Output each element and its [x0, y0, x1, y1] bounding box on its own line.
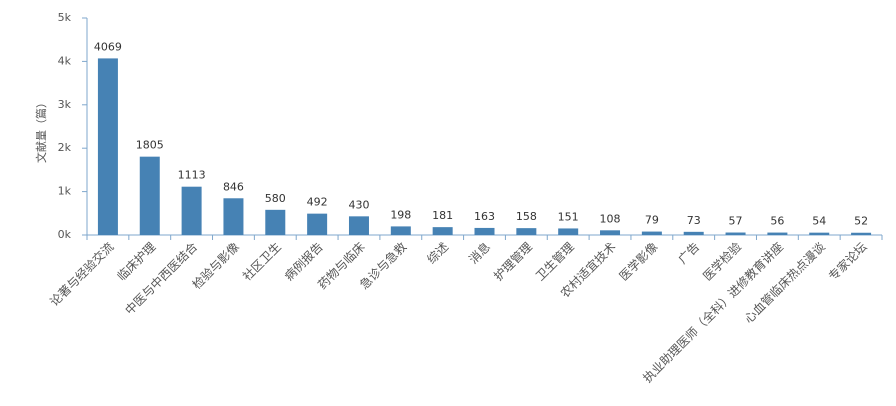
bar [390, 226, 411, 235]
bar [725, 232, 746, 235]
x-tick-label: 病例报告 [281, 239, 326, 284]
y-tick-label: 3k [58, 98, 72, 111]
value-label: 492 [307, 196, 328, 209]
x-tick-label: 综述 [424, 240, 451, 267]
bar [432, 227, 453, 235]
y-tick-label: 0k [58, 228, 72, 241]
bar [474, 227, 495, 235]
bar [683, 231, 704, 235]
value-label: 73 [687, 214, 701, 227]
bar [558, 228, 579, 235]
bar [851, 232, 872, 235]
y-tick-label: 4k [58, 54, 72, 67]
x-tick-label: 医学影像 [616, 239, 661, 284]
value-label: 1805 [136, 139, 164, 152]
x-tick-label: 广告 [675, 240, 702, 267]
y-tick-label: 2k [58, 141, 72, 154]
x-tick-label: 心血管临床热点漫谈 [741, 239, 828, 326]
x-tick-label: 论著与经验交流 [47, 239, 117, 309]
bar [516, 228, 537, 235]
bar [307, 213, 328, 235]
bar [600, 230, 621, 235]
value-label: 54 [812, 215, 826, 228]
value-label: 108 [600, 212, 621, 225]
value-label: 57 [729, 215, 743, 228]
bar [265, 209, 286, 235]
bar [348, 216, 369, 235]
y-axis-label: 文献量（篇） [34, 97, 48, 163]
value-label: 181 [432, 209, 453, 222]
value-label: 158 [516, 210, 537, 223]
value-label: 151 [558, 210, 579, 223]
value-label: 430 [348, 198, 369, 211]
x-tick-label: 卫生管理 [532, 239, 577, 284]
y-tick-label: 5k [58, 11, 72, 24]
value-label: 198 [390, 208, 411, 221]
bar [767, 232, 788, 235]
value-label: 79 [645, 214, 659, 227]
y-tick-label: 1k [58, 185, 72, 198]
x-tick-label: 社区卫生 [239, 239, 284, 284]
x-tick-label: 医学检验 [700, 239, 745, 284]
value-label: 163 [474, 210, 495, 223]
value-label: 580 [265, 192, 286, 205]
bar [809, 232, 830, 235]
bar [641, 231, 662, 235]
bar [97, 58, 118, 236]
x-tick-label: 护理管理 [490, 239, 535, 284]
bar [139, 156, 160, 235]
x-tick-label: 消息 [466, 239, 494, 267]
bar [223, 198, 244, 235]
value-label: 52 [854, 215, 868, 228]
bar [181, 186, 202, 235]
value-label: 846 [223, 180, 244, 193]
x-tick-label: 专家论坛 [825, 239, 870, 284]
value-label: 4069 [94, 40, 122, 53]
value-label: 1113 [178, 169, 206, 182]
x-tick-label: 中医与中西医结合 [122, 239, 200, 317]
value-label: 56 [770, 215, 784, 228]
